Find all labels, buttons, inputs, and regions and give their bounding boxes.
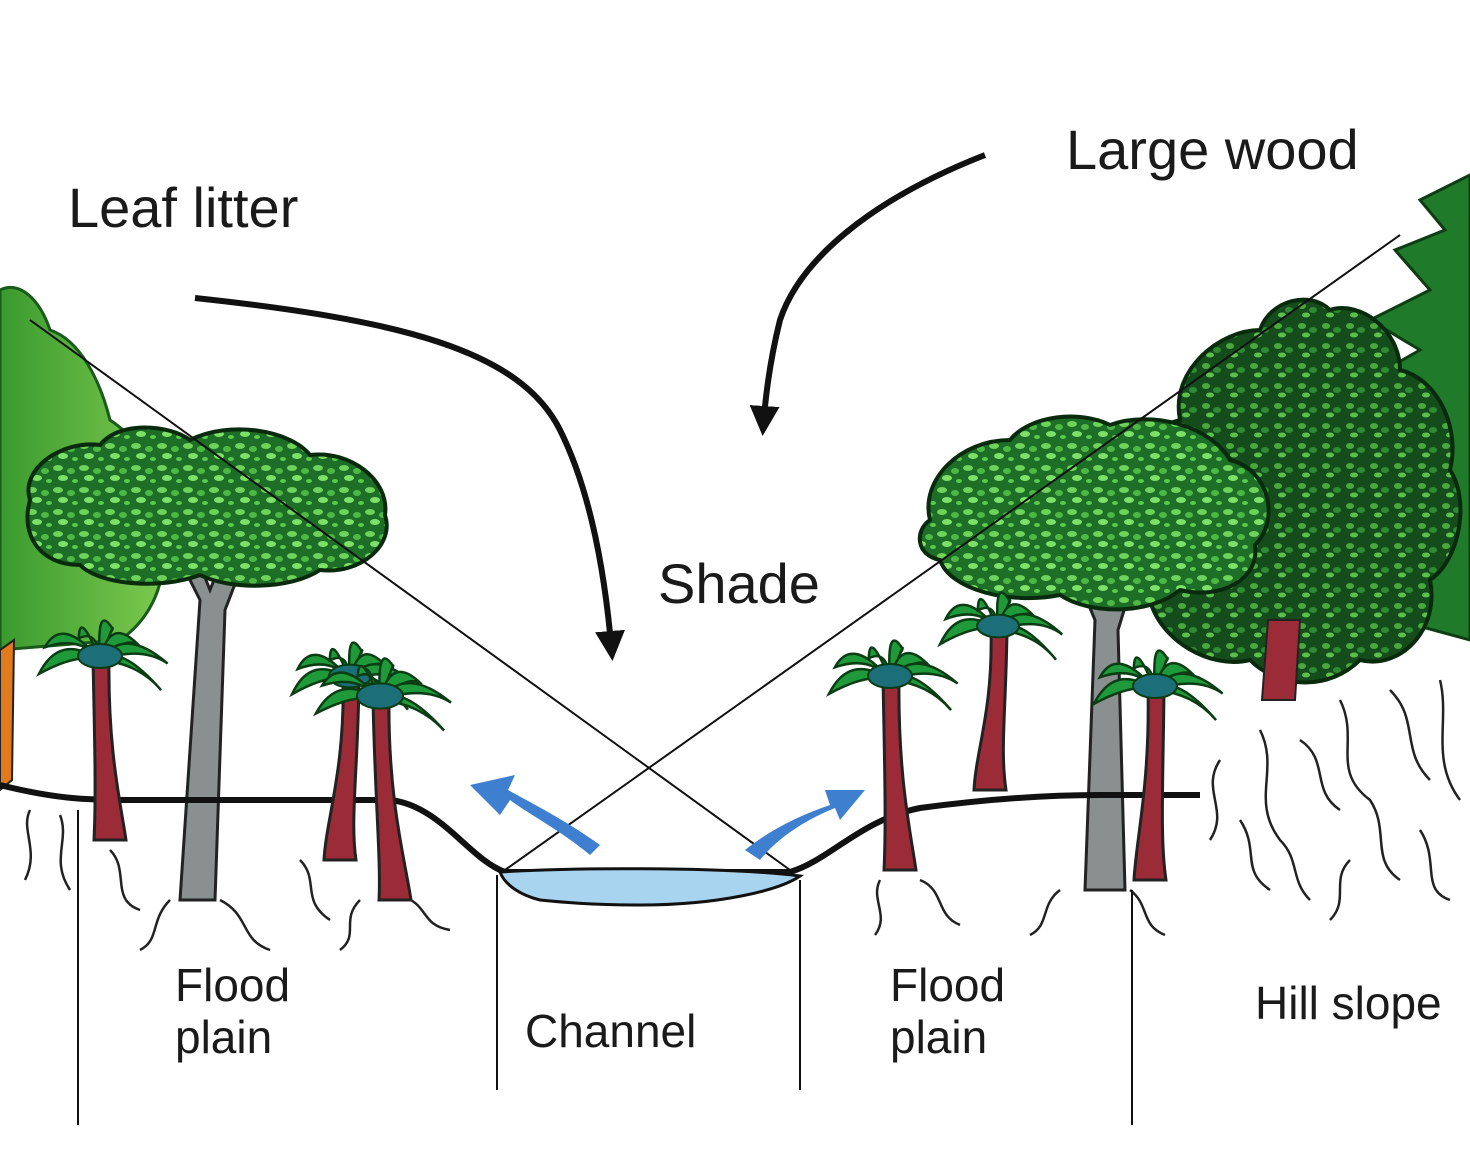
leaf-litter-arrow bbox=[194, 295, 625, 661]
palm-trees bbox=[36, 591, 1224, 902]
label-large-wood: Large wood bbox=[1066, 118, 1359, 181]
broadleaf-tree-left bbox=[25, 425, 389, 902]
palm-tree-icon bbox=[937, 591, 1064, 792]
label-flood-plain-right: Flood plain bbox=[890, 959, 1006, 1064]
large-wood-arrow bbox=[749, 152, 987, 436]
label-hill-slope: Hill slope bbox=[1255, 977, 1442, 1029]
root-icon bbox=[23, 679, 1462, 952]
channel-water bbox=[497, 867, 805, 907]
broadleaf-tree-right bbox=[917, 414, 1271, 892]
palm-tree-icon bbox=[826, 639, 959, 872]
label-channel: Channel bbox=[525, 1005, 697, 1057]
shade-line-left bbox=[29, 319, 791, 871]
label-flood-plain-left-line-1: Flood bbox=[175, 959, 291, 1011]
shade-line-right bbox=[504, 234, 1401, 871]
ground-line bbox=[0, 782, 1200, 875]
palm-tree-icon bbox=[36, 619, 169, 842]
label-shade: Shade bbox=[658, 552, 820, 615]
label-flood-plain-left-line-2: plain bbox=[175, 1010, 273, 1063]
palm-tree-icon bbox=[312, 657, 452, 902]
label-flood-plain-right-line-1: Flood bbox=[890, 959, 1006, 1011]
label-leaf-litter: Leaf litter bbox=[68, 176, 299, 239]
palm-tree-icon bbox=[1091, 649, 1224, 882]
label-flood-plain-left: Flood plain bbox=[175, 959, 291, 1064]
label-flood-plain-right-line-2: plain bbox=[890, 1010, 988, 1063]
zone-boundaries bbox=[77, 810, 1133, 1125]
flow-arrow-icon bbox=[470, 775, 865, 860]
